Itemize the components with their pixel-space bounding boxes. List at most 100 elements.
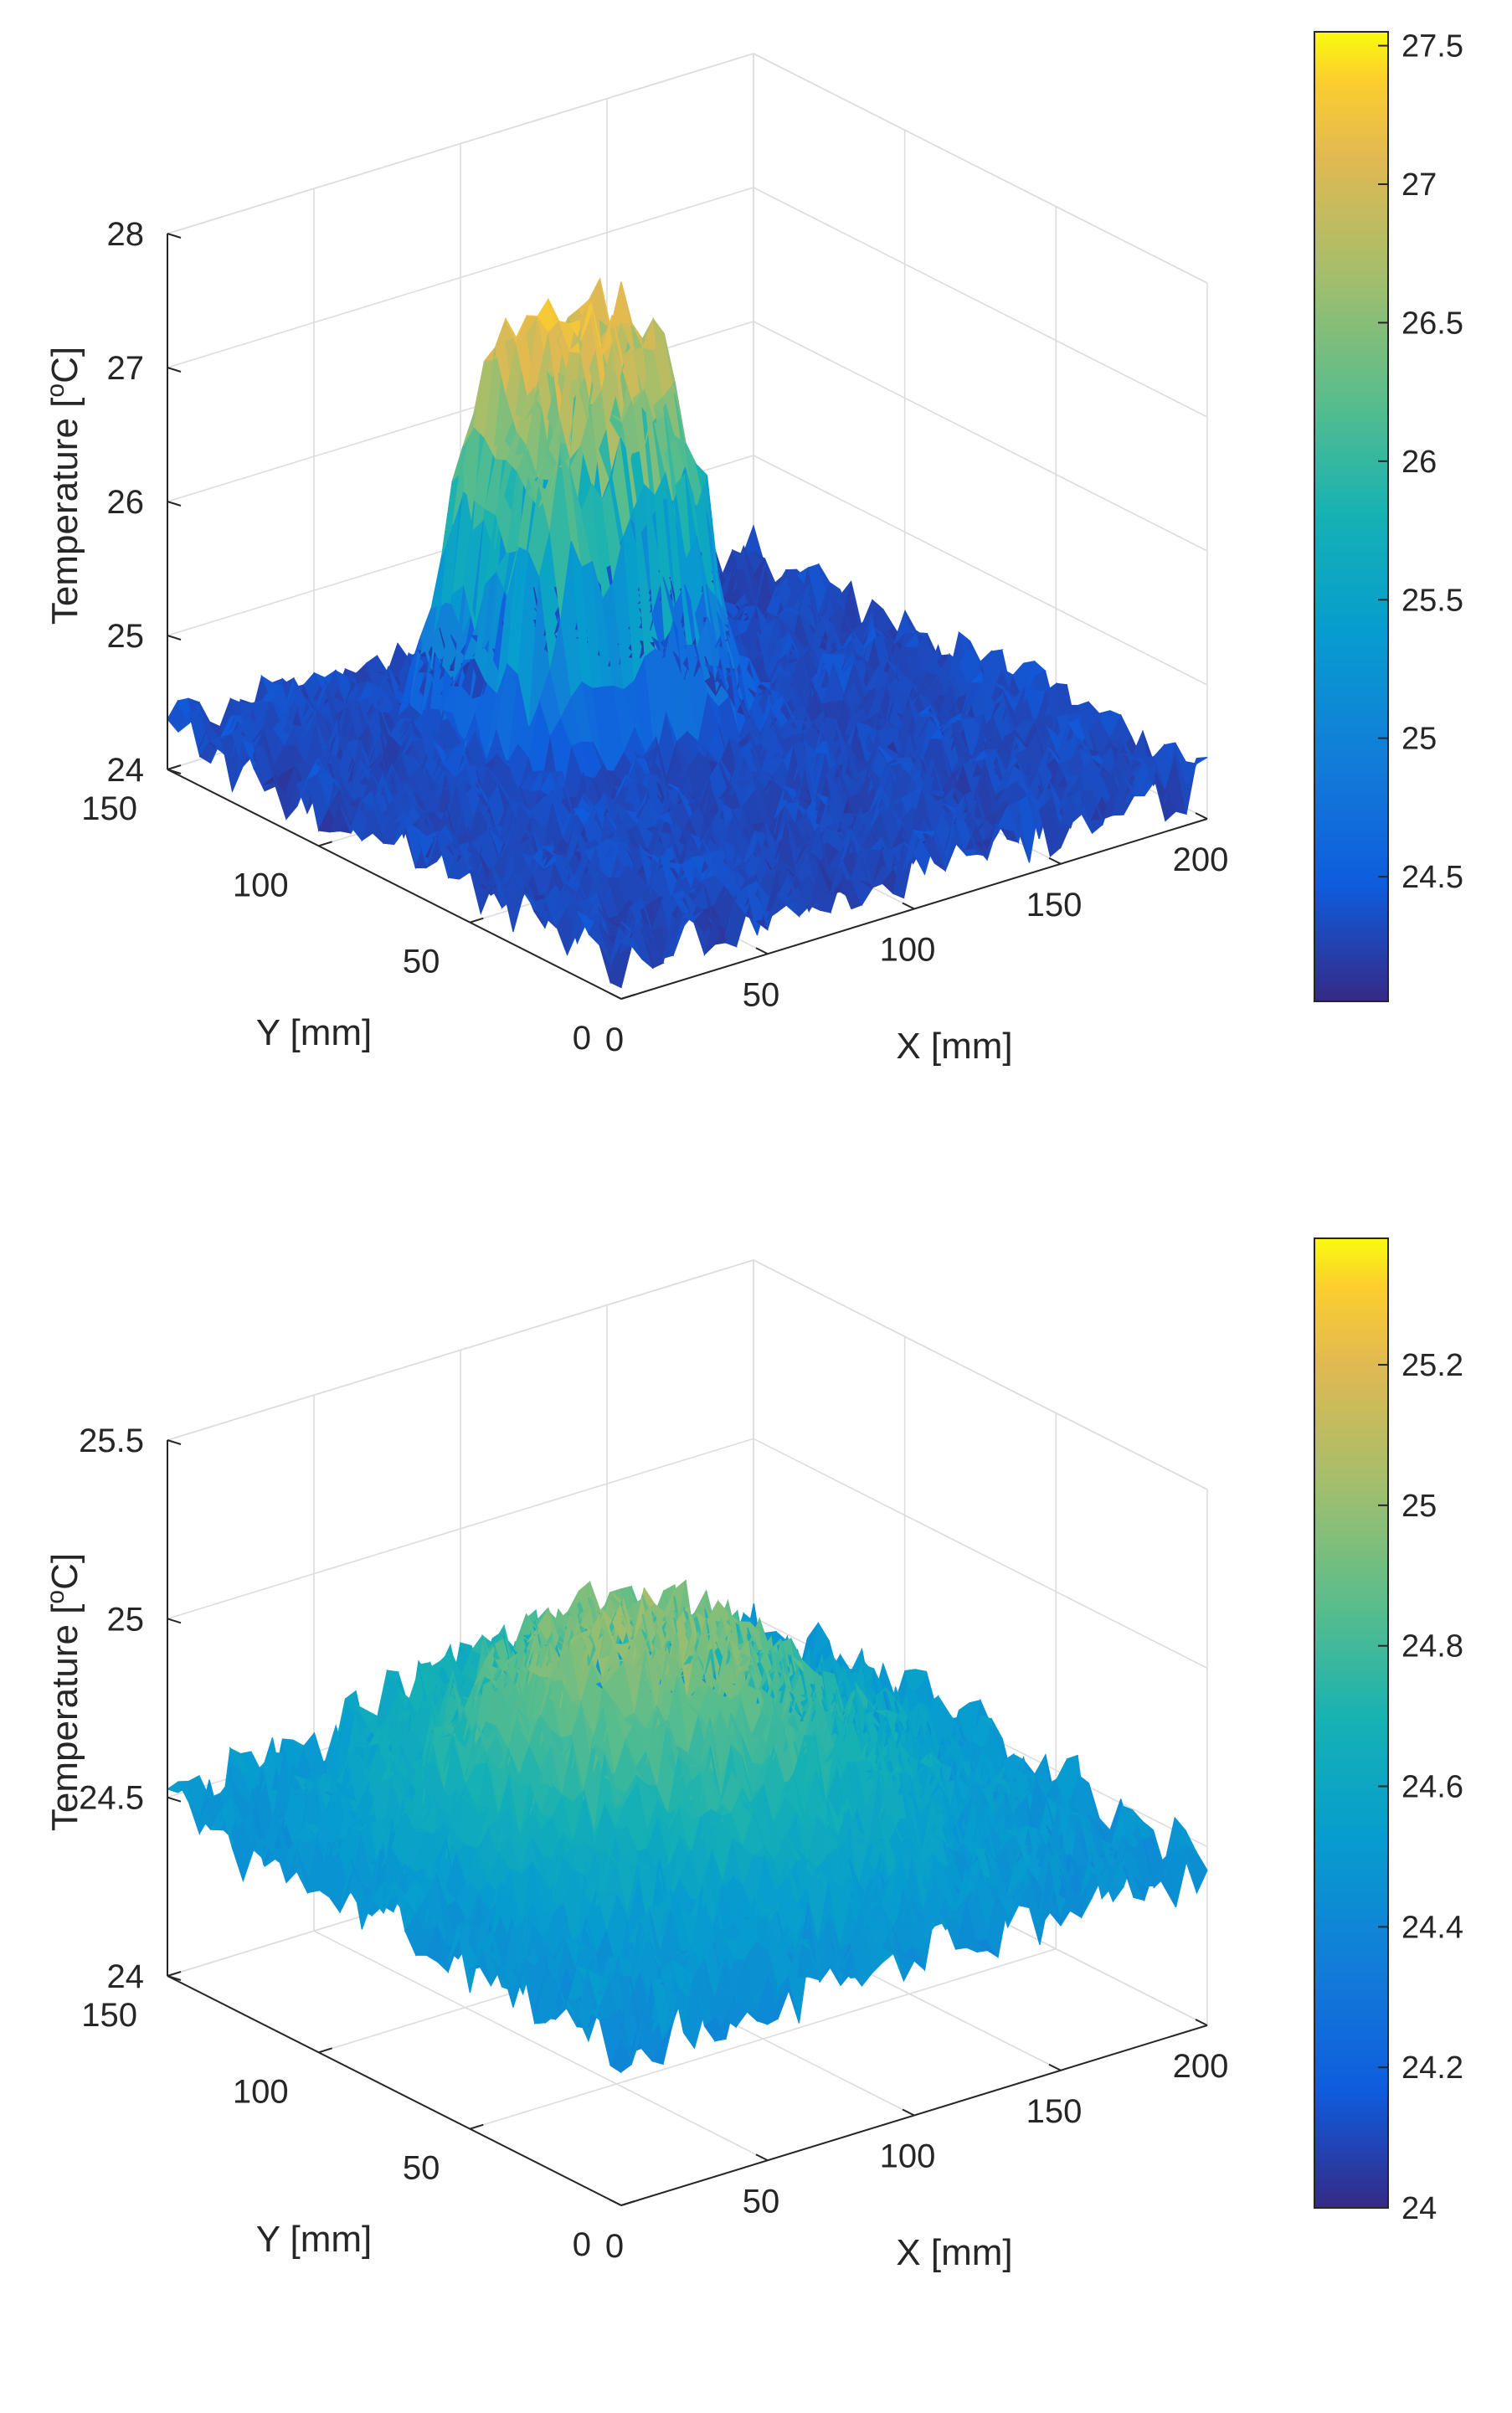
y-axis-label: Y [mm] [256, 2219, 373, 2260]
z-tick-mark [167, 1975, 182, 1981]
y-axis-line [167, 1975, 622, 2206]
axis-labels: X [mm] Y [mm] Temperature [oC] [42, 347, 1013, 1067]
y-tick-label: 50 [403, 944, 440, 980]
x-tick-label: 50 [743, 976, 780, 1013]
colorbar-tick-label: 25 [1401, 1489, 1437, 1524]
y-axis-line [167, 769, 622, 1000]
x-tick-label: 0 [605, 1021, 624, 1058]
x-tick-mark [1195, 812, 1208, 820]
y-tick-mark [318, 841, 332, 847]
z-tick-label: 24.5 [79, 1780, 144, 1817]
x-tick-mark [1048, 2063, 1062, 2071]
grid-line-x-floor [313, 1930, 769, 2161]
colorbar-tick-label: 24.8 [1401, 1629, 1463, 1664]
z-tick-mark [167, 769, 182, 774]
colorbar-tick-label: 25.2 [1401, 1348, 1463, 1383]
axis-lines [167, 233, 1208, 1000]
y-tick-label: 100 [233, 867, 289, 903]
x-tick-label: 150 [1026, 887, 1083, 924]
x-tick-mark [609, 2199, 622, 2206]
colorbar-gradient [1314, 31, 1389, 1002]
z-tick-mark [167, 233, 182, 239]
surface-mesh [167, 277, 1208, 989]
grid-line-y-floor [470, 1947, 1057, 2130]
z-axis-label: Temperature [oC] [42, 347, 85, 625]
grid-line-z [167, 321, 1208, 552]
colorbar-tick-label: 25 [1401, 722, 1437, 757]
z-tick-mark [167, 367, 182, 373]
grid-line-z [167, 455, 1208, 686]
x-tick-mark [1048, 857, 1062, 865]
x-tick-label: 150 [1026, 2093, 1083, 2130]
surface-mesh [166, 1579, 1208, 2074]
colorbar-tick-label: 24.5 [1401, 860, 1463, 895]
colorbar-tick-label: 26.5 [1401, 306, 1463, 341]
surface-cell [1185, 757, 1208, 788]
y-tick-label: 50 [403, 2150, 440, 2187]
grid-line-z [167, 187, 1208, 418]
y-tick-label: 0 [573, 2226, 591, 2263]
y-tick-mark [167, 1971, 182, 1977]
y-tick-mark [167, 764, 182, 770]
x-tick-mark [755, 2153, 769, 2162]
y-axis-label: Y [mm] [256, 1012, 373, 1053]
y-tick-mark [470, 917, 484, 924]
x-tick-mark [1195, 2019, 1208, 2026]
y-tick-mark [620, 994, 635, 1000]
z-tick-label: 28 [107, 216, 145, 253]
z-tick-label: 26 [107, 484, 145, 521]
x-tick-label: 0 [605, 2228, 624, 2265]
z-tick-mark [167, 1618, 182, 1624]
bottom-surface-plot: 0 50 100 150 200 0 50 100 150 24 24.5 25 25.5 X [mm]… [0, 1206, 1512, 2413]
z-tick-mark [167, 635, 182, 641]
x-tick-label: 50 [743, 2183, 780, 2220]
y-tick-label: 150 [81, 1997, 137, 2034]
y-tick-label: 100 [233, 2073, 289, 2110]
x-tick-label: 100 [880, 2138, 936, 2175]
x-tick-label: 200 [1173, 2048, 1229, 2085]
x-tick-mark [755, 947, 769, 955]
y-tick-mark [318, 2047, 332, 2054]
axis-lines [167, 1439, 1208, 2206]
colorbar-gradient [1314, 1237, 1389, 2209]
z-tick-mark [167, 1439, 182, 1445]
y-tick-label: 150 [81, 790, 137, 827]
grid-line-z [167, 1259, 1208, 1490]
z-tick-label: 25 [107, 618, 145, 655]
z-tick-label: 27 [107, 350, 145, 387]
z-tick-mark [167, 1796, 182, 1803]
x-tick-mark [902, 2108, 915, 2117]
box-top-edge [167, 53, 1208, 284]
grid-line-z [167, 53, 1208, 284]
colorbar-tick-label: 26 [1401, 445, 1437, 480]
surface-cell [1185, 1844, 1208, 1895]
box-top-edge [167, 1259, 1208, 1490]
colorbar-tick-label: 27 [1401, 167, 1437, 203]
colorbar-tick-label: 25.5 [1401, 583, 1463, 618]
x-tick-label: 200 [1173, 841, 1229, 878]
colorbar-tick-label: 24 [1401, 2191, 1437, 2226]
z-tick-label: 25.5 [79, 1423, 144, 1459]
z-axis-label: Temperature [oC] [42, 1553, 85, 1831]
x-tick-mark [902, 902, 915, 910]
y-tick-mark [470, 2123, 484, 2130]
x-axis-label: X [mm] [896, 2232, 1012, 2273]
axis-labels: X [mm] Y [mm] Temperature [oC] [42, 1553, 1013, 2273]
x-tick-label: 100 [880, 932, 936, 969]
z-tick-label: 24 [107, 752, 145, 789]
z-tick-mark [167, 501, 182, 507]
colorbar-tick-label: 24.2 [1401, 2050, 1463, 2086]
z-tick-label: 24 [107, 1958, 145, 1995]
y-tick-mark [620, 2200, 635, 2206]
z-tick-label: 25 [107, 1601, 145, 1638]
grid-line-z [167, 1438, 1208, 1670]
top-surface-plot: 0 50 100 150 200 0 50 100 150 24 25 26 27 28 X [mm] Y… [0, 0, 1512, 1206]
y-tick-label: 0 [573, 1020, 591, 1057]
x-tick-mark [609, 992, 622, 1000]
